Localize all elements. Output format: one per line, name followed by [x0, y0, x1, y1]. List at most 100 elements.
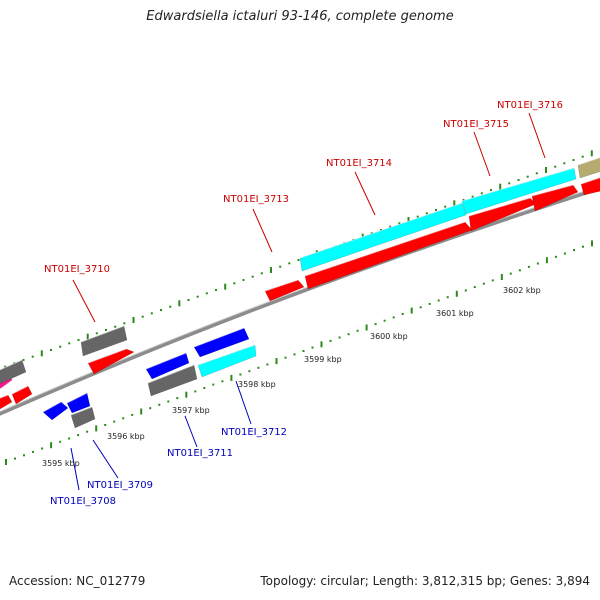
scale-tick-upper: [22, 359, 25, 361]
scale-tick-upper: [581, 155, 584, 158]
scale-tick-upper: [4, 365, 7, 368]
scale-tick-upper: [86, 333, 89, 340]
genome-backbone: [0, 186, 600, 416]
gene-red-3715b-highlight: [531, 184, 574, 197]
scale-tick-upper: [453, 200, 456, 207]
scale-tick-upper: [508, 182, 511, 185]
scale-tick-lower: [365, 324, 368, 331]
scale-tick-lower: [338, 336, 341, 339]
scale-tick-upper: [160, 309, 162, 311]
scale-tick-upper: [535, 172, 538, 175]
accession-label: Accession: NC_012779: [9, 574, 146, 588]
scale-tick-lower: [257, 366, 260, 369]
gene-label-nt01ei-3716: NT01EI_3716: [497, 100, 563, 111]
scale-tick-lower: [131, 413, 134, 416]
scale-tick-upper: [242, 279, 245, 281]
scale-tick-lower: [573, 249, 575, 252]
scale-tick-lower: [77, 434, 80, 437]
gene-label-nt01ei-3712: NT01EI_3712: [221, 427, 287, 438]
scale-tick-upper: [389, 225, 392, 228]
gene-cyan-3714-highlight: [299, 202, 463, 259]
scale-tick-lower: [419, 306, 422, 309]
scale-tick-lower: [41, 447, 44, 450]
scale-tick-upper: [196, 295, 199, 298]
scale-label-3600: 3600 kbp: [370, 332, 408, 341]
scale-tick-upper: [416, 215, 419, 218]
scale-label-3598: 3598 kbp: [238, 380, 276, 389]
scale-tick-lower: [185, 391, 188, 398]
scale-tick-lower: [158, 403, 161, 406]
scale-tick-upper: [435, 209, 437, 211]
scale-tick-lower: [536, 262, 539, 265]
scale-tick-upper: [398, 222, 401, 225]
scale-tick-lower: [302, 350, 305, 352]
gene-features: [0, 157, 600, 429]
scale-tick-lower: [446, 296, 449, 299]
scale-tick-lower: [563, 252, 566, 255]
scale-tick-upper: [260, 272, 263, 275]
scale-tick-lower: [347, 333, 350, 336]
scale-tick-upper: [95, 332, 98, 335]
gene-label-nt01ei-3708: NT01EI_3708: [50, 496, 116, 507]
scale-label-3599: 3599 kbp: [304, 355, 342, 364]
scale-tick-lower: [401, 313, 404, 315]
scale-tick-upper: [279, 265, 282, 268]
gene-red-3715-highlight: [468, 197, 531, 217]
scale-label-3597: 3597 kbp: [172, 406, 210, 415]
scale-tick-upper: [407, 217, 410, 223]
scale-tick-lower: [392, 316, 395, 319]
scale-tick-upper: [141, 315, 144, 318]
scale-tick-lower: [329, 339, 332, 342]
scale-tick-upper: [425, 212, 428, 215]
scale-tick-upper: [480, 192, 483, 195]
scale-tick-lower: [545, 257, 548, 264]
scale-tick-lower: [554, 255, 557, 258]
scale-tick-upper: [68, 342, 71, 345]
scale-tick-upper: [59, 345, 62, 348]
scale-tick-lower: [167, 400, 170, 403]
scale-tick-upper: [297, 259, 300, 261]
scale-tick-upper: [554, 165, 557, 168]
scale-tick-upper: [270, 267, 272, 273]
scale-tick-upper: [233, 282, 236, 285]
scale-label-3596: 3596 kbp: [107, 432, 145, 441]
scale-tick-upper: [114, 325, 117, 328]
gene-red-left-1-highlight: [0, 394, 9, 399]
scale-tick-lower: [518, 269, 521, 272]
scale-tick-lower: [284, 356, 287, 359]
scale-tick-lower: [149, 407, 152, 410]
scale-tick-upper: [215, 289, 217, 291]
scale-tick-lower: [86, 430, 89, 433]
scale-tick-lower: [500, 274, 503, 280]
scale-tick-lower: [122, 417, 125, 420]
gene-label-nt01ei-3715: NT01EI_3715: [443, 119, 509, 130]
scale-tick-lower: [482, 282, 485, 285]
topology-summary: Topology: circular; Length: 3,812,315 bp…: [260, 574, 590, 588]
scale-tick-lower: [221, 380, 224, 383]
gene-blue-3709-highlight: [66, 392, 88, 404]
scale-tick-lower: [275, 358, 278, 365]
scale-tick-lower: [320, 341, 323, 348]
gene-red-left-2-highlight: [11, 385, 29, 395]
scale-tick-upper: [105, 329, 107, 331]
scale-tick-upper: [31, 355, 34, 358]
scale-tick-lower: [266, 363, 269, 366]
scale-tick-lower: [23, 454, 25, 457]
scale-tick-upper: [205, 292, 208, 295]
scale-tick-lower: [591, 240, 593, 247]
gene-blue-3711-highlight: [145, 352, 187, 370]
gene-gray-left-highlight: [0, 359, 23, 371]
scale-tick-lower: [428, 302, 431, 305]
scale-label-3602: 3602 kbp: [503, 286, 541, 295]
scale-tick-upper: [471, 195, 474, 198]
gene-red-right-highlight: [580, 177, 600, 185]
scale-tick-lower: [527, 265, 530, 268]
scale-tick-lower: [455, 290, 458, 297]
scale-tick-upper: [224, 283, 227, 290]
scale-tick-upper: [50, 349, 52, 351]
gene-label-nt01ei-3709: NT01EI_3709: [87, 480, 153, 491]
gene-label-nt01ei-3714: NT01EI_3714: [326, 158, 392, 169]
gene-gray-3711-highlight: [147, 364, 195, 384]
scale-tick-upper: [545, 167, 547, 173]
scale-tick-lower: [59, 440, 62, 443]
